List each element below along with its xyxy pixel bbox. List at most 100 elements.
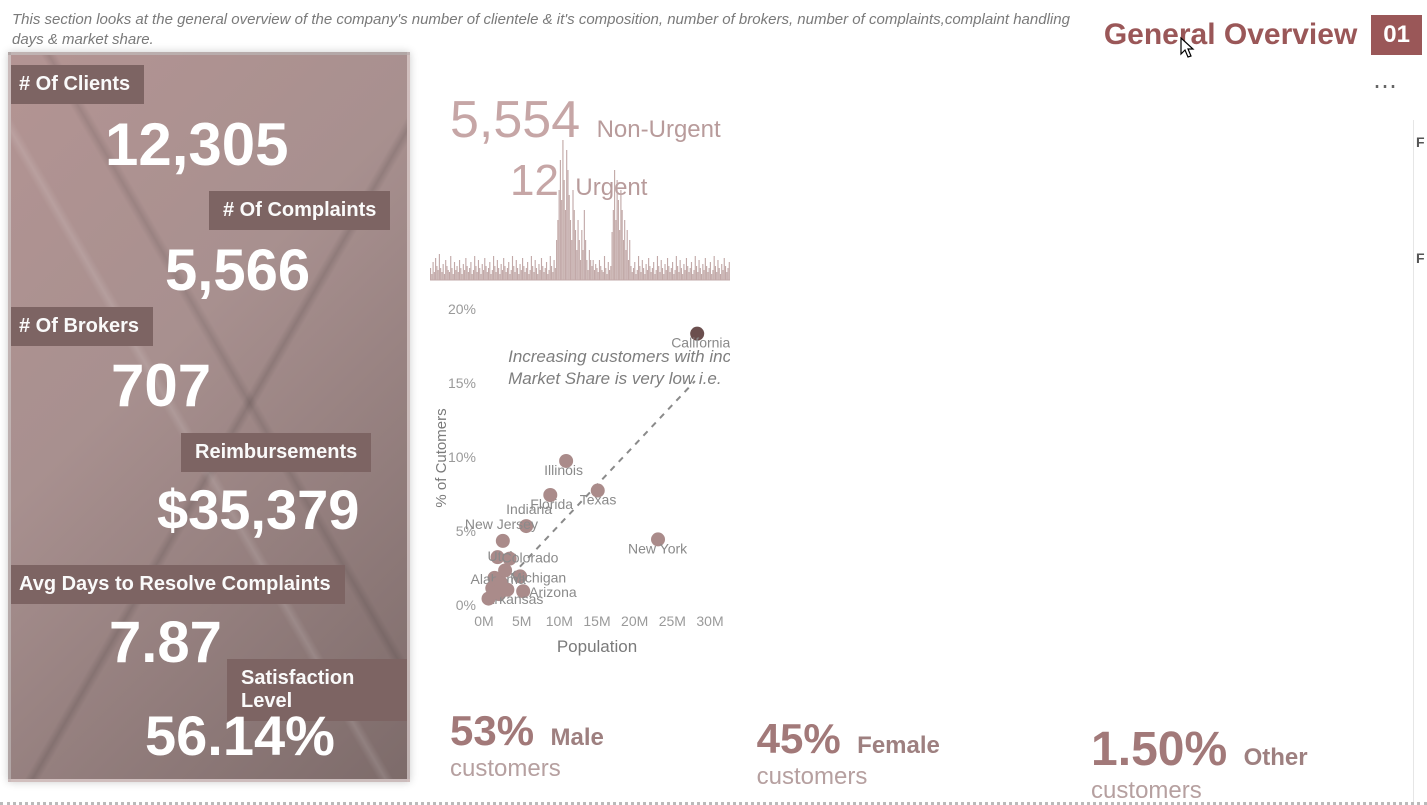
male-pct: 53% — [450, 707, 534, 754]
timeline-bar — [525, 272, 526, 280]
timeline-bar — [700, 268, 701, 280]
timeline-bar — [618, 200, 619, 280]
timeline-bar — [589, 250, 590, 280]
x-axis-label: Population — [557, 637, 637, 656]
male-word: Male — [551, 724, 604, 751]
timeline-bar — [561, 200, 562, 280]
timeline-bar — [677, 266, 678, 280]
timeline-bar — [535, 260, 536, 280]
timeline-bar — [497, 260, 498, 280]
timeline-bar — [657, 256, 658, 280]
timeline-bar — [729, 262, 730, 280]
timeline-bar — [548, 270, 549, 280]
timeline-bar — [456, 266, 457, 280]
female-pct: 45% — [757, 715, 841, 762]
x-tick-label: 30M — [696, 613, 723, 629]
timeline-bar — [541, 258, 542, 280]
timeline-bar — [571, 240, 572, 280]
timeline-bar — [667, 258, 668, 280]
scatter-chart[interactable]: 0%5%10%15%20%0M5M10M15M20M25M30MPopulati… — [430, 300, 730, 660]
timeline-bar — [698, 260, 699, 280]
timeline-bar — [637, 270, 638, 280]
x-tick-label: 10M — [546, 613, 573, 629]
timeline-bar — [565, 210, 566, 280]
demographics-row: 53% Male customers 45% Female customers … — [450, 702, 1407, 785]
timeline-bar — [521, 270, 522, 280]
kpi-label: # Of Complaints — [209, 191, 390, 230]
kpi-value: $35,379 — [157, 477, 359, 542]
timeline-bar — [576, 250, 577, 280]
timeline-bar — [709, 268, 710, 280]
timeline-bar — [585, 240, 586, 280]
timeline-bar — [716, 272, 717, 280]
timeline-bar — [506, 272, 507, 280]
timeline-bar — [705, 258, 706, 280]
scatter-point[interactable] — [498, 563, 512, 577]
scatter-annotation: Market Share is very low i.e. 0.01% — [508, 369, 730, 388]
timeline-bar — [430, 268, 431, 280]
timeline-bar — [606, 274, 607, 280]
timeline-bar — [680, 260, 681, 280]
timeline-bar — [696, 266, 697, 280]
kpi-label: Avg Days to Resolve Complaints — [8, 565, 345, 604]
timeline-bar — [477, 272, 478, 280]
timeline-bar — [527, 262, 528, 280]
timeline-bar — [460, 268, 461, 280]
timeline-bar — [641, 272, 642, 280]
timeline-bar — [678, 272, 679, 280]
scatter-point[interactable] — [496, 534, 510, 548]
timeline-bar — [577, 220, 578, 280]
timeline-bar — [433, 262, 434, 280]
timeline-bar — [517, 268, 518, 280]
timeline-bar — [470, 262, 471, 280]
timeline-bar — [566, 150, 567, 280]
timeline-bar — [531, 256, 532, 280]
timeline-bar — [586, 260, 587, 280]
timeline-bar — [478, 260, 479, 280]
scatter-annotation: Increasing customers with increasing pop… — [508, 347, 730, 366]
timeline-chart[interactable] — [430, 130, 730, 290]
female-word: Female — [857, 732, 940, 759]
timeline-bar — [560, 160, 561, 280]
timeline-bar — [502, 270, 503, 280]
timeline-bar — [509, 274, 510, 280]
timeline-bar — [595, 264, 596, 280]
male-stat: 53% Male customers — [450, 707, 707, 783]
y-tick-label: 10% — [448, 449, 476, 465]
timeline-bar — [644, 274, 645, 280]
kpi-value: 12,305 — [105, 110, 289, 179]
other-pct: 1.50% — [1091, 723, 1227, 776]
timeline-bar — [605, 268, 606, 280]
timeline-bar — [712, 270, 713, 280]
timeline-bar — [483, 270, 484, 280]
timeline-bar — [724, 258, 725, 280]
timeline-bar — [467, 266, 468, 280]
timeline-bar — [540, 270, 541, 280]
timeline-bar — [465, 258, 466, 280]
timeline-bar — [438, 270, 439, 280]
timeline-bar — [526, 268, 527, 280]
timeline-bar — [714, 256, 715, 280]
timeline-bar — [440, 268, 441, 280]
timeline-bar — [683, 264, 684, 280]
timeline-bar — [711, 274, 712, 280]
main-content: 5,554 Non-Urgent 12 Urgent 0%5%10%15%20%… — [430, 70, 1407, 795]
timeline-bar — [508, 262, 509, 280]
timeline-bar — [499, 274, 500, 280]
timeline-bar — [533, 272, 534, 280]
timeline-bar — [662, 268, 663, 280]
timeline-bar — [672, 262, 673, 280]
timeline-bar — [584, 210, 585, 280]
timeline-bar — [725, 266, 726, 280]
scatter-label: New York — [628, 540, 688, 556]
timeline-bar — [459, 260, 460, 280]
timeline-bar — [431, 274, 432, 280]
filter-pane-collapsed[interactable]: F F — [1413, 120, 1427, 805]
kpi-value: 5,566 — [165, 237, 310, 304]
timeline-bar — [569, 195, 570, 280]
timeline-bar — [715, 266, 716, 280]
scatter-point[interactable] — [500, 583, 514, 597]
timeline-bar — [564, 180, 565, 280]
timeline-bar — [688, 272, 689, 280]
timeline-bar — [492, 270, 493, 280]
